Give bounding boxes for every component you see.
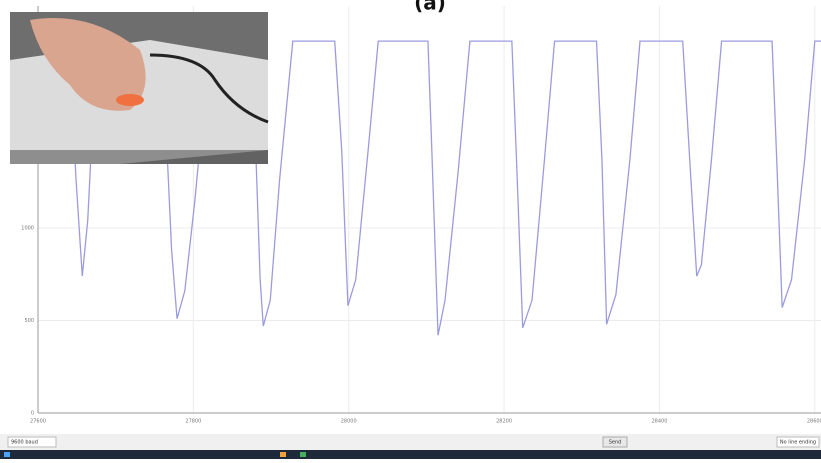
x-tick-label: 27800 [185,419,201,425]
y-tick-label: 500 [24,318,34,324]
y-tick-label: 0 [31,411,34,417]
app-icon[interactable] [300,452,306,457]
x-tick-label: 28600 [807,419,821,425]
wire [149,53,269,124]
x-tick-label: 28400 [651,419,667,425]
hand [30,18,146,111]
x-tick-label: 28200 [496,419,512,425]
bottom-bar [0,434,821,450]
baud-text: 9600 baud [11,440,38,446]
table-edge [10,150,268,164]
y-tick-label: 1000 [21,226,34,232]
fingertips [116,94,144,106]
taskbar [0,450,821,459]
video-inset [10,12,269,164]
x-tick-label: 28000 [341,419,357,425]
x-tick-label: 27600 [30,419,46,425]
send-button[interactable] [602,436,628,448]
signal-line [59,40,821,336]
send-text: Send [609,440,622,446]
baud-select[interactable] [7,436,57,448]
figure-label: (a) [414,0,446,15]
app-icon[interactable] [280,452,286,457]
line-ending-select[interactable] [776,436,820,448]
plot: 0 500 1000 27600 27800 28000 28200 28400 28600 [21,6,821,425]
start-icon[interactable] [4,452,10,457]
line-ending-text: No line ending [780,440,816,446]
